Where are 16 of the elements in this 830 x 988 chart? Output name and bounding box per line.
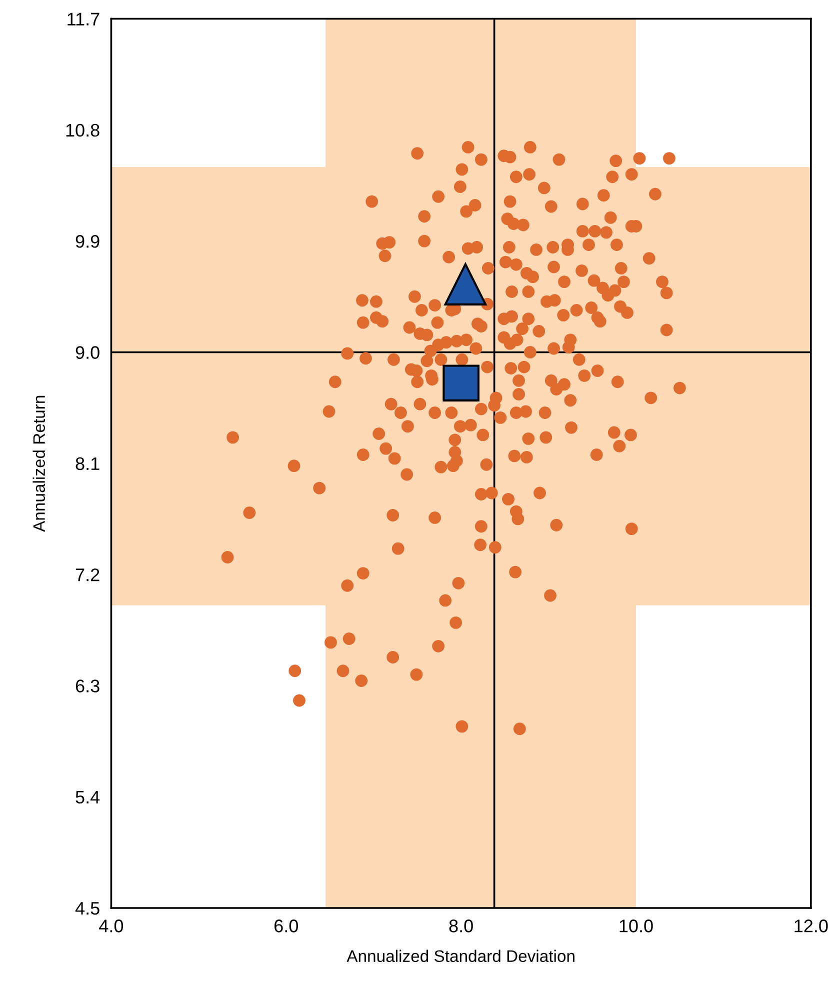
y-tick-label: 9.0 <box>76 346 100 359</box>
y-tick-label: 10.8 <box>66 124 100 137</box>
x-tick-label: 10.0 <box>620 920 653 932</box>
x-axis-title: Annualized Standard Deviation <box>346 950 574 962</box>
y-tick-label: 5.4 <box>76 790 100 804</box>
y-tick-label: 4.5 <box>75 902 100 915</box>
y-tick-label: 8.1 <box>76 457 100 470</box>
y-tick-label: 7.2 <box>76 568 100 582</box>
x-tick-label: 8.0 <box>449 920 473 932</box>
y-tick-label: 11.7 <box>68 12 100 26</box>
x-tick-label: 12.0 <box>794 920 828 932</box>
x-tick-label: 4.0 <box>99 920 124 932</box>
y-tick-label: 6.3 <box>76 680 100 692</box>
y-axis-title: Annualized Return <box>32 396 46 532</box>
y-tick-label: 9.9 <box>76 235 100 248</box>
x-tick-label: 6.0 <box>274 920 298 932</box>
